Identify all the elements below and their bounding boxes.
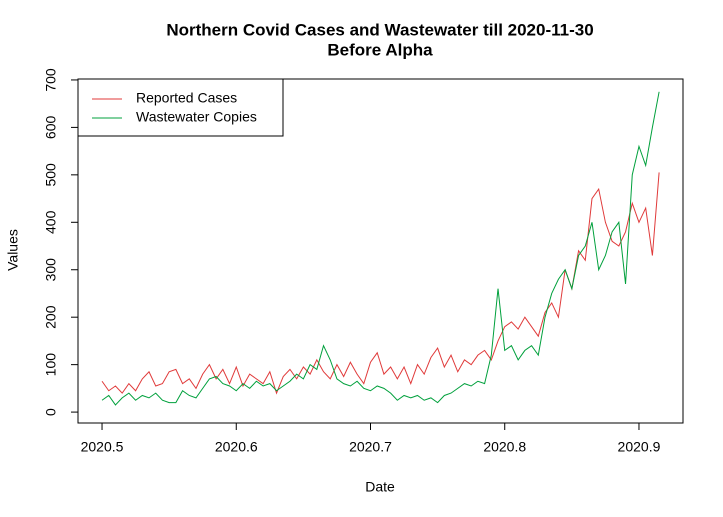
- x-tick-label: 2020.5: [81, 439, 124, 455]
- y-tick-label: 700: [43, 68, 59, 92]
- x-tick-label: 2020.8: [483, 439, 526, 455]
- y-tick-label: 400: [43, 210, 59, 234]
- plot-box: [77, 78, 684, 424]
- chart-title: Northern Covid Cases and Wastewater till…: [166, 20, 593, 39]
- legend-box: [77, 78, 284, 137]
- legend-label: Reported Cases: [136, 90, 237, 106]
- x-axis-label: Date: [365, 479, 395, 495]
- y-tick-label: 600: [43, 116, 59, 140]
- series-line: [101, 91, 660, 406]
- y-tick-label: 100: [43, 353, 59, 377]
- y-tick-label: 500: [43, 163, 59, 187]
- x-tick-label: 2020.6: [215, 439, 258, 455]
- series-line: [101, 172, 660, 395]
- x-tick-label: 2020.9: [618, 439, 661, 455]
- chart-subtitle: Before Alpha: [327, 40, 433, 59]
- y-tick-label: 300: [43, 258, 59, 282]
- y-tick-label: 200: [43, 305, 59, 329]
- x-tick-label: 2020.7: [349, 439, 392, 455]
- y-axis-label: Values: [5, 229, 21, 271]
- legend-label: Wastewater Copies: [136, 109, 257, 125]
- y-tick-label: 0: [43, 408, 59, 416]
